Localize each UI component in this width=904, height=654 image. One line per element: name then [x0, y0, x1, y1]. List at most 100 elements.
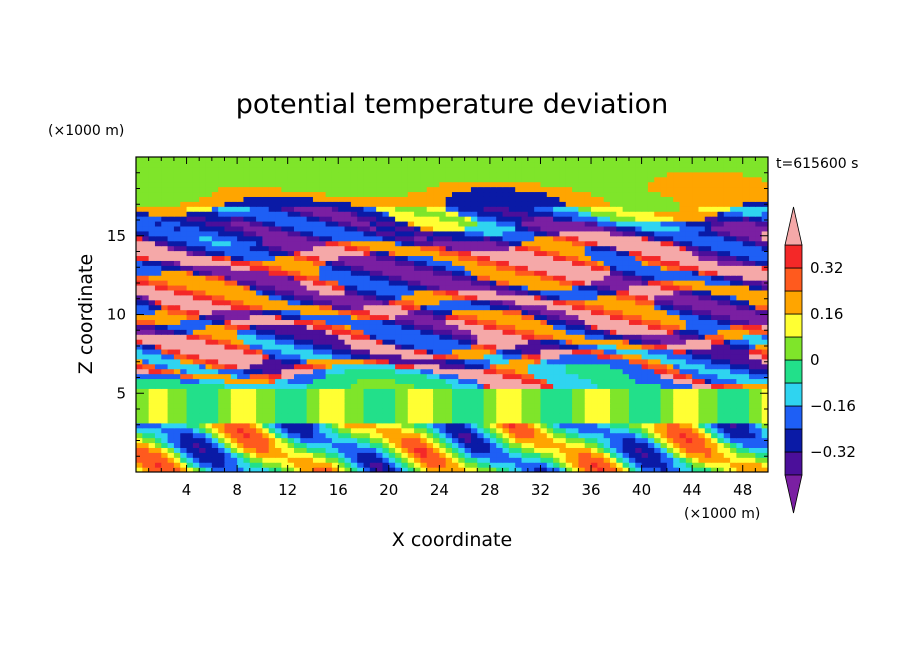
contour-cell [717, 324, 725, 330]
contour-cell [249, 462, 257, 468]
contour-cell [704, 363, 712, 370]
contour-cell [142, 245, 150, 252]
contour-cell [211, 388, 219, 394]
contour-cell [420, 334, 428, 340]
contour-cell [622, 294, 630, 301]
contour-cell [211, 324, 219, 330]
contour-cell [704, 462, 712, 468]
contour-cell [654, 467, 662, 472]
contour-cell [262, 275, 270, 281]
contour-cell [591, 422, 598, 429]
contour-cell [262, 280, 270, 286]
contour-cell [666, 447, 674, 453]
contour-cell [382, 309, 390, 316]
contour-cell [331, 403, 339, 409]
contour-cell [433, 378, 440, 385]
contour-cell [344, 393, 352, 399]
contour-cell [527, 422, 535, 429]
contour-cell [142, 442, 150, 448]
contour-cell [136, 442, 143, 448]
contour-cell [711, 462, 719, 468]
contour-cell [572, 319, 579, 325]
contour-cell [230, 245, 238, 252]
contour-cell [464, 432, 472, 439]
contour-cell [515, 452, 523, 458]
contour-cell [458, 284, 466, 291]
contour-cell [287, 280, 295, 286]
contour-cell [647, 240, 655, 247]
contour-cell [357, 378, 365, 385]
contour-cell [597, 348, 605, 355]
contour-cell [262, 245, 270, 252]
contour-cell [382, 275, 390, 281]
contour-cell [148, 230, 156, 237]
contour-cell [477, 275, 485, 281]
contour-cell [199, 294, 207, 301]
contour-cell [237, 230, 245, 237]
contour-cell [572, 334, 579, 340]
contour-cell [211, 358, 219, 365]
contour-cell [692, 309, 700, 316]
contour-cell [237, 334, 245, 340]
contour-cell [395, 294, 403, 301]
contour-cell [711, 294, 719, 301]
contour-cell [433, 403, 440, 409]
contour-cell [388, 299, 396, 306]
contour-cell [666, 432, 674, 439]
contour-cell [489, 235, 497, 242]
contour-cell [363, 432, 371, 439]
contour-cell [237, 329, 245, 335]
contour-cell [306, 437, 314, 444]
contour-cell [426, 304, 434, 311]
contour-cell [534, 422, 542, 429]
contour-cell [319, 457, 327, 463]
contour-cell [559, 427, 567, 434]
contour-cell [439, 442, 447, 448]
contour-cell [565, 260, 573, 266]
contour-cell [173, 255, 181, 261]
contour-cell [167, 398, 175, 404]
contour-cell [723, 299, 731, 306]
contour-cell [275, 329, 282, 335]
contour-cell [414, 255, 421, 261]
contour-cell [546, 447, 554, 453]
contour-cell [584, 388, 592, 394]
contour-cell [218, 393, 226, 399]
contour-cell [698, 398, 706, 404]
contour-cell [654, 324, 662, 330]
contour-cell [205, 452, 213, 458]
contour-cell [736, 230, 744, 237]
contour-cell [515, 363, 523, 370]
contour-cell [654, 403, 662, 409]
contour-cell [445, 304, 453, 311]
contour-cell [142, 462, 150, 468]
contour-cell [319, 230, 327, 237]
contour-cell [407, 245, 415, 252]
contour-cell [685, 314, 693, 321]
contour-cell [559, 289, 567, 296]
contour-cell [660, 265, 668, 271]
contour-cell [445, 437, 453, 444]
contour-cell [369, 398, 377, 404]
contour-cell [426, 344, 434, 350]
contour-cell [515, 260, 523, 266]
contour-cell [673, 442, 681, 448]
contour-cell [180, 388, 188, 394]
contour-cell [325, 432, 333, 439]
contour-cell [572, 398, 579, 404]
contour-cell [319, 270, 327, 276]
contour-cell [540, 358, 548, 365]
contour-cell [635, 250, 643, 257]
contour-cell [755, 289, 763, 296]
contour-cell [142, 373, 150, 380]
contour-cell [534, 280, 542, 286]
contour-cell [306, 378, 314, 385]
contour-cell [584, 457, 592, 463]
contour-cell [660, 373, 668, 380]
contour-cell [287, 383, 295, 389]
contour-cell [679, 427, 687, 434]
contour-cell [382, 260, 390, 266]
contour-cell [458, 378, 466, 385]
contour-cell [647, 348, 655, 355]
contour-cell [426, 314, 434, 321]
